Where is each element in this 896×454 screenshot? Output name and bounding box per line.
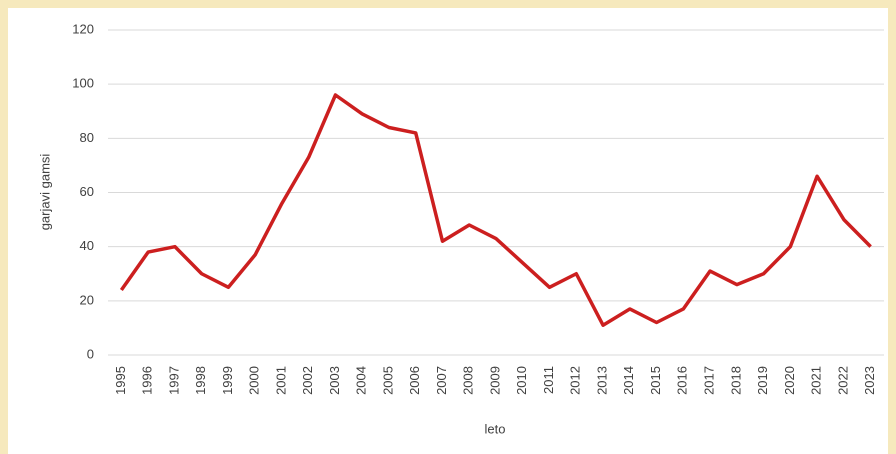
y-tick-label: 100 [72, 76, 94, 91]
x-tick-label: 2015 [648, 366, 663, 395]
x-tick-label: 2004 [354, 366, 369, 395]
x-tick-label: 2010 [514, 366, 529, 395]
x-axis-label: leto [485, 421, 506, 436]
x-tick-label: 1998 [193, 366, 208, 395]
x-tick-label: 2012 [568, 366, 583, 395]
x-tick-label: 2007 [434, 366, 449, 395]
x-tick-label: 2006 [407, 366, 422, 395]
x-tick-label: 2001 [273, 366, 288, 395]
x-tick-label: 1995 [113, 366, 128, 395]
y-tick-label: 20 [80, 292, 94, 307]
x-tick-label: 2011 [541, 366, 556, 394]
x-tick-label: 2016 [675, 366, 690, 395]
y-tick-label: 40 [80, 238, 94, 253]
x-tick-label: 2017 [702, 366, 717, 395]
y-tick-label: 60 [80, 184, 94, 199]
x-tick-label: 2023 [862, 366, 877, 395]
x-tick-label: 2009 [487, 366, 502, 395]
y-tick-label: 0 [87, 346, 94, 361]
x-tick-label: 2005 [380, 366, 395, 395]
x-tick-label: 2022 [835, 366, 850, 395]
panel [8, 8, 888, 454]
x-tick-label: 2020 [782, 366, 797, 395]
x-tick-label: 2018 [728, 366, 743, 395]
x-tick-label: 2014 [621, 366, 636, 395]
x-tick-label: 1996 [140, 366, 155, 395]
x-tick-label: 2008 [461, 366, 476, 395]
x-tick-label: 2013 [594, 366, 609, 395]
x-tick-label: 2003 [327, 366, 342, 395]
x-tick-label: 2019 [755, 366, 770, 395]
x-tick-label: 1997 [166, 366, 181, 395]
x-tick-label: 2000 [247, 366, 262, 395]
x-tick-label: 1999 [220, 366, 235, 395]
x-tick-label: 2002 [300, 366, 315, 395]
y-axis-label: garjavi gamsi [37, 154, 52, 231]
line-series [119, 93, 872, 327]
y-tick-label: 80 [80, 130, 94, 145]
y-tick-label: 120 [72, 21, 94, 36]
x-tick-label: 2021 [809, 366, 824, 395]
